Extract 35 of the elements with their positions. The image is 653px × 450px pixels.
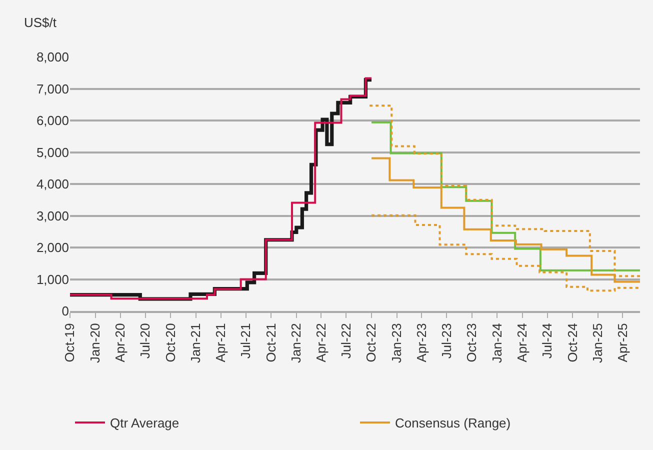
x-tick-label: Apr-22 bbox=[313, 323, 328, 362]
y-tick-label: 3,000 bbox=[36, 208, 69, 224]
x-tick-label: Jul-22 bbox=[338, 323, 354, 359]
y-tick-label: 2,000 bbox=[36, 240, 69, 256]
x-tick-label: Jul-23 bbox=[438, 323, 454, 359]
y-tick-label: 4,000 bbox=[36, 176, 69, 192]
x-tick-label: Apr-24 bbox=[514, 323, 530, 362]
y-tick-label: 6,000 bbox=[36, 113, 69, 128]
x-tick-label: Jan-20 bbox=[88, 323, 103, 363]
y-axis-title: US$/t bbox=[24, 15, 57, 30]
x-tick-label: Apr-23 bbox=[414, 323, 429, 362]
x-tick-label: Oct-20 bbox=[162, 323, 178, 362]
y-tick-label: 8,000 bbox=[36, 50, 69, 65]
x-tick-label: Jan-24 bbox=[489, 323, 504, 363]
x-tick-label: Jan-22 bbox=[288, 323, 304, 363]
y-tick-label: 0 bbox=[62, 304, 69, 319]
x-tick-label: Oct-21 bbox=[263, 323, 278, 362]
x-tick-label: Jan-25 bbox=[590, 323, 606, 363]
y-tick-label: 5,000 bbox=[36, 144, 69, 160]
x-tick-label: Jul-24 bbox=[540, 323, 555, 359]
legend-label: Consensus (Range) bbox=[395, 416, 511, 431]
x-tick-label: Apr-20 bbox=[112, 323, 128, 362]
x-tick-label: Jul-21 bbox=[238, 323, 254, 359]
x-tick-label: Oct-19 bbox=[62, 323, 78, 362]
x-tick-label: Apr-25 bbox=[614, 323, 630, 362]
y-tick-label: 7,000 bbox=[36, 81, 69, 96]
x-tick-label: Jan-21 bbox=[188, 323, 204, 363]
y-tick-label: 1,000 bbox=[36, 272, 69, 287]
x-tick-label: Jul-20 bbox=[138, 323, 153, 359]
x-tick-label: Oct-23 bbox=[464, 323, 480, 362]
x-tick-label: Apr-21 bbox=[212, 323, 228, 362]
x-tick-label: Jan-23 bbox=[389, 323, 404, 363]
x-tick-label: Oct-24 bbox=[564, 323, 580, 362]
x-tick-label: Oct-22 bbox=[364, 323, 379, 362]
legend-label: Qtr Average bbox=[110, 416, 180, 431]
